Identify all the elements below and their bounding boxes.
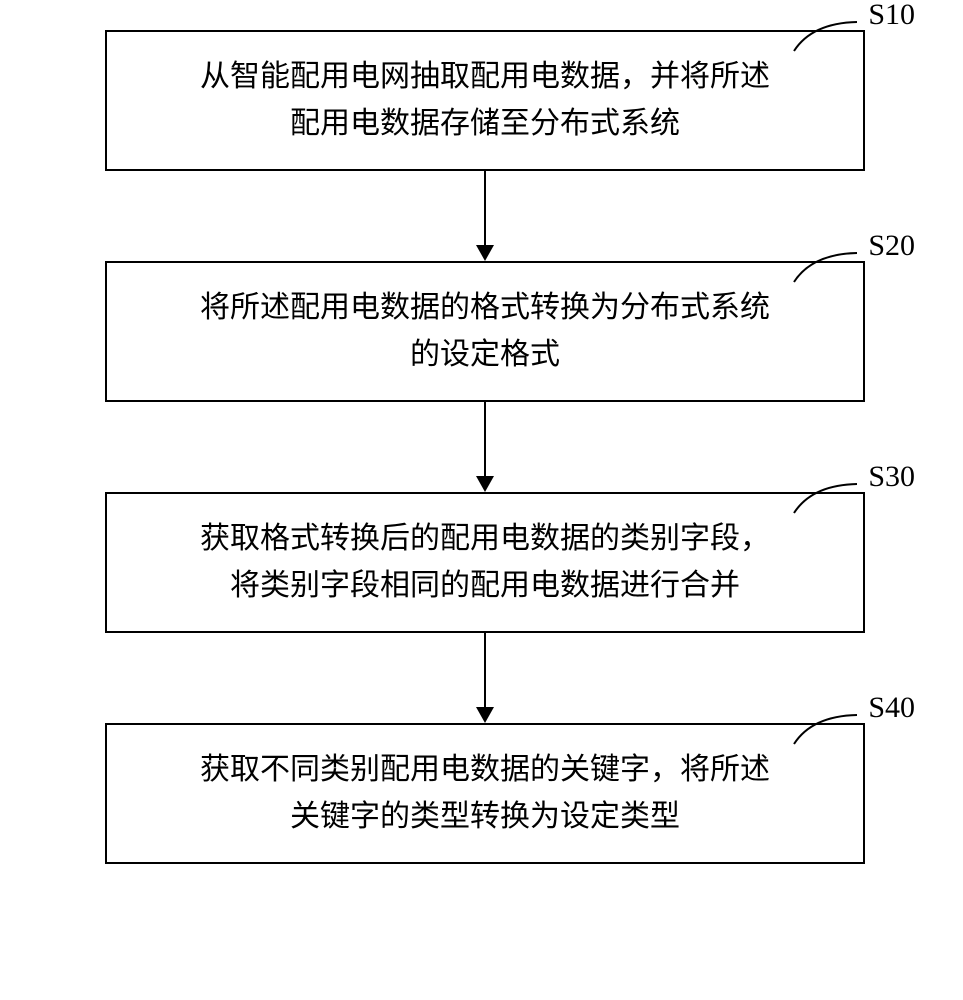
step-s30-callout <box>792 480 862 515</box>
step-s30-text-line2: 将类别字段相同的配用电数据进行合并 <box>137 563 833 610</box>
arrow-head-icon <box>476 245 494 261</box>
step-s40-box: 获取不同类别配用电数据的关键字，将所述 关键字的类型转换为设定类型 <box>105 723 865 864</box>
flowchart-container: S10 从智能配用电网抽取配用电数据，并将所述 配用电数据存储至分布式系统 S2… <box>60 30 910 864</box>
arrow-head-icon <box>476 707 494 723</box>
step-s20-label: S20 <box>868 229 915 263</box>
step-s10-wrapper: S10 从智能配用电网抽取配用电数据，并将所述 配用电数据存储至分布式系统 <box>60 30 910 171</box>
step-s30-box: 获取格式转换后的配用电数据的类别字段， 将类别字段相同的配用电数据进行合并 <box>105 492 865 633</box>
arrow-s30-s40 <box>476 633 494 723</box>
step-s20-wrapper: S20 将所述配用电数据的格式转换为分布式系统 的设定格式 <box>60 261 910 402</box>
step-s10-text-line2: 配用电数据存储至分布式系统 <box>137 101 833 148</box>
arrow-s10-s20 <box>476 171 494 261</box>
step-s40-text-line2: 关键字的类型转换为设定类型 <box>137 794 833 841</box>
step-s20-callout <box>792 249 862 284</box>
step-s40-callout <box>792 711 862 746</box>
step-s40-wrapper: S40 获取不同类别配用电数据的关键字，将所述 关键字的类型转换为设定类型 <box>60 723 910 864</box>
step-s10-text-line1: 从智能配用电网抽取配用电数据，并将所述 <box>137 54 833 101</box>
step-s30-text-line1: 获取格式转换后的配用电数据的类别字段， <box>137 516 833 563</box>
arrow-s20-s30 <box>476 402 494 492</box>
step-s20-box: 将所述配用电数据的格式转换为分布式系统 的设定格式 <box>105 261 865 402</box>
step-s30-label: S30 <box>868 460 915 494</box>
step-s40-text-line1: 获取不同类别配用电数据的关键字，将所述 <box>137 747 833 794</box>
arrow-line <box>484 633 486 707</box>
arrow-head-icon <box>476 476 494 492</box>
step-s20-text-line1: 将所述配用电数据的格式转换为分布式系统 <box>137 285 833 332</box>
arrow-line <box>484 171 486 245</box>
step-s10-callout <box>792 18 862 53</box>
step-s10-label: S10 <box>868 0 915 32</box>
step-s40-label: S40 <box>868 691 915 725</box>
step-s30-wrapper: S30 获取格式转换后的配用电数据的类别字段， 将类别字段相同的配用电数据进行合… <box>60 492 910 633</box>
step-s10-box: 从智能配用电网抽取配用电数据，并将所述 配用电数据存储至分布式系统 <box>105 30 865 171</box>
step-s20-text-line2: 的设定格式 <box>137 332 833 379</box>
arrow-line <box>484 402 486 476</box>
